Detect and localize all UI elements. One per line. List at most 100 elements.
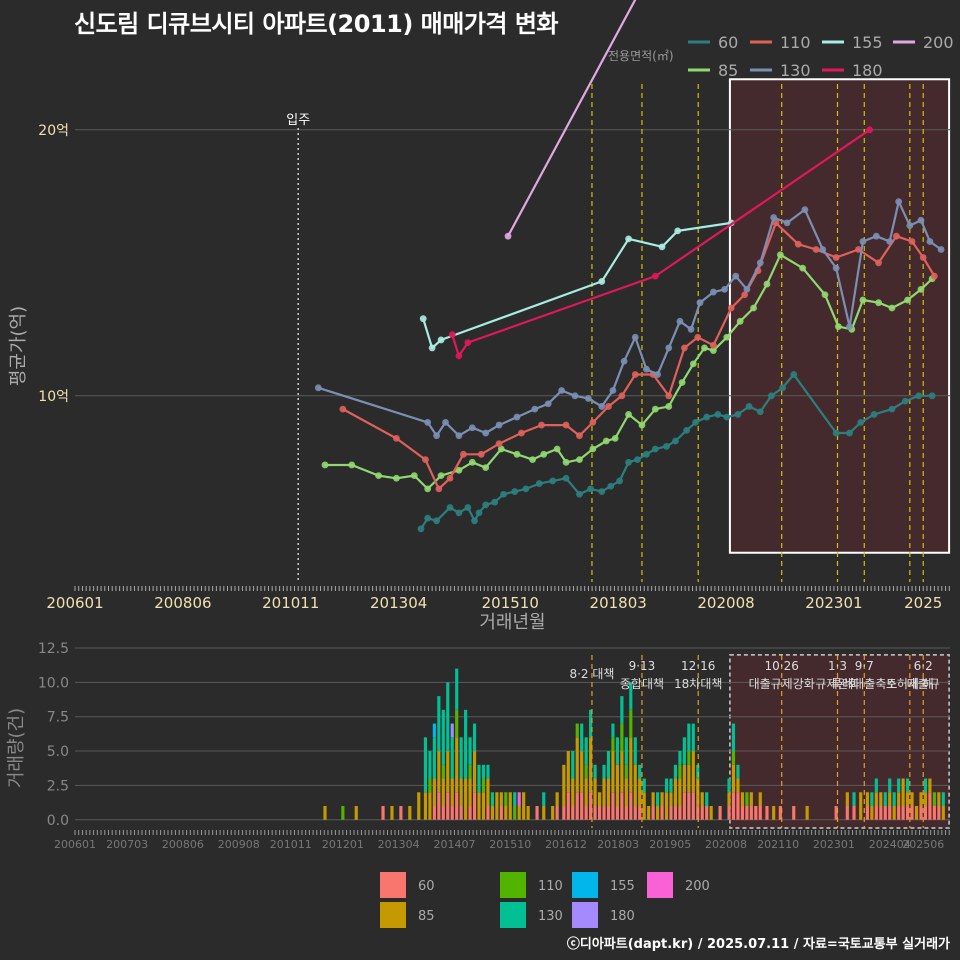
volume-legend-swatch-110 — [500, 872, 526, 898]
volume-x-tick-label: 201803 — [597, 838, 639, 851]
volume-legend: 60 110 155 200 85 130 180 — [380, 872, 710, 928]
volume-bar-60 — [865, 806, 869, 820]
volume-bar-130 — [897, 778, 901, 793]
volume-bar-130 — [481, 764, 486, 779]
data-point-130 — [455, 432, 463, 440]
data-point-110 — [435, 485, 443, 493]
data-point-110 — [812, 246, 820, 253]
data-point-110 — [631, 371, 639, 378]
volume-bar-60 — [459, 806, 463, 820]
data-point-130 — [756, 259, 764, 267]
volume-bar-85 — [504, 806, 508, 820]
x-tick-label: 202301 — [805, 594, 862, 612]
volume-bar-60 — [705, 806, 709, 820]
data-point-60 — [482, 501, 490, 509]
series-line-200 — [507, 0, 637, 237]
data-point-130 — [442, 419, 449, 426]
legend-label-200: 200 — [923, 33, 954, 52]
volume-bar-85 — [486, 778, 490, 807]
data-point-85 — [393, 474, 400, 482]
volume-legend-swatch-180 — [572, 902, 598, 928]
volume-bar-85 — [709, 806, 713, 820]
data-point-85 — [437, 472, 445, 479]
volume-legend-label-60: 60 — [418, 879, 435, 894]
volume-bar-130 — [870, 792, 874, 807]
data-point-60 — [549, 477, 557, 485]
volume-bar-110 — [428, 778, 432, 793]
volume-bar-130 — [941, 792, 945, 807]
volume-bar-60 — [499, 806, 503, 820]
volume-bar-130 — [736, 764, 740, 779]
volume-bar-130 — [450, 737, 454, 779]
volume-bar-60 — [432, 806, 436, 820]
data-point-110 — [562, 421, 570, 429]
data-point-110 — [393, 434, 400, 442]
data-point-60 — [475, 509, 483, 517]
data-point-60 — [779, 384, 786, 392]
volume-bar-110 — [620, 723, 624, 752]
x-axis-title: 거래년월 — [479, 612, 545, 633]
volume-x-tick-label: 202008 — [705, 838, 747, 851]
data-point-60 — [625, 458, 632, 466]
data-point-110 — [459, 450, 467, 458]
volume-bar-85 — [354, 806, 358, 820]
data-point-130 — [482, 429, 490, 437]
volume-bar-85 — [740, 792, 744, 807]
volume-x-tick-label: 200601 — [54, 838, 96, 851]
volume-bar-85 — [749, 792, 753, 807]
volume-bar-60 — [450, 806, 454, 820]
volume-bar-85 — [477, 792, 481, 820]
data-point-130 — [631, 333, 639, 341]
data-point-85 — [888, 304, 896, 312]
volume-bar-110 — [678, 764, 682, 779]
data-point-110 — [893, 232, 900, 240]
data-point-130 — [859, 238, 867, 245]
data-point-110 — [855, 246, 862, 253]
data-point-85 — [529, 456, 536, 464]
data-point-85 — [776, 251, 784, 259]
volume-legend-label-110: 110 — [538, 879, 563, 894]
volume-bar-130 — [423, 737, 428, 793]
volume-y-tick-label: 10.0 — [38, 675, 69, 691]
volume-x-tick-label: 201612 — [545, 838, 587, 851]
data-point-60 — [928, 392, 936, 400]
chart-title: 신도림 디큐브시티 아파트(2011) 매매가격 변화 — [74, 10, 559, 38]
volume-bar-110 — [481, 778, 486, 793]
volume-legend-swatch-155 — [572, 872, 598, 898]
volume-bar-60 — [932, 806, 936, 820]
volume-bar-85 — [597, 792, 602, 807]
volume-bar-130 — [691, 723, 695, 752]
volume-bar-85 — [879, 792, 883, 807]
volume-bar-85 — [727, 792, 731, 807]
data-point-130 — [709, 288, 717, 296]
volume-x-tick-label: 201407 — [433, 838, 475, 851]
volume-bar-130 — [459, 737, 463, 779]
volume-bar-85 — [624, 778, 628, 807]
volume-bar-60 — [888, 806, 892, 820]
data-point-155 — [419, 315, 427, 323]
volume-bar-130 — [464, 709, 468, 779]
data-point-130 — [832, 264, 840, 272]
volume-bar-60 — [754, 806, 758, 820]
data-point-130 — [937, 246, 945, 253]
data-point-130 — [906, 222, 914, 229]
volume-bar-130 — [542, 792, 546, 807]
volume-x-tick-label: 200703 — [106, 838, 148, 851]
data-point-130 — [687, 325, 695, 333]
policy-sublabel: 18차대책 — [674, 676, 722, 691]
data-point-85 — [834, 323, 842, 331]
volume-bar-85 — [323, 806, 327, 820]
volume-bar-85 — [656, 806, 660, 820]
volume-bar-110 — [687, 751, 691, 765]
volume-bar-60 — [566, 792, 570, 820]
volume-bar-130 — [642, 778, 646, 793]
data-point-85 — [589, 445, 597, 453]
volume-bar-130 — [696, 764, 700, 779]
volume-bar-130 — [490, 792, 494, 807]
volume-bar-60 — [606, 806, 611, 820]
volume-bar-85 — [673, 778, 678, 807]
volume-bar-110 — [629, 709, 633, 738]
volume-bar-85 — [731, 764, 736, 793]
data-point-130 — [770, 214, 778, 221]
